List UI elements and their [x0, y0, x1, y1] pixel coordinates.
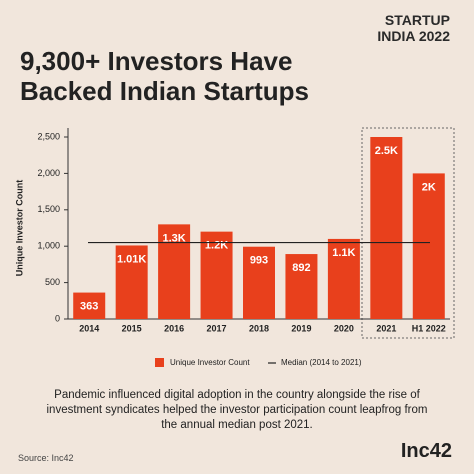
- bar: [370, 137, 403, 319]
- brand-line: STARTUP: [384, 12, 450, 28]
- logo: Inc42: [400, 440, 452, 462]
- value-label: 1.2K: [205, 240, 228, 252]
- value-label: 1.3K: [162, 232, 185, 244]
- bar: [115, 245, 148, 319]
- x-tick-label: 2015: [122, 323, 142, 333]
- chart-title: 9,300+ Investors Have Backed Indian Star…: [20, 46, 309, 106]
- x-tick-label: 2019: [291, 323, 311, 333]
- x-tick-label: 2016: [164, 323, 184, 333]
- y-tick-label: 1,500: [37, 204, 60, 214]
- bar: [243, 246, 275, 319]
- bar: [412, 173, 445, 319]
- y-tick-label: 1,000: [37, 241, 60, 251]
- value-label: 993: [250, 255, 268, 267]
- bar: [285, 254, 318, 319]
- value-label: 892: [292, 262, 310, 274]
- legend-label: Unique Investor Count: [170, 358, 250, 367]
- bar: [200, 231, 233, 319]
- value-label: 2.5K: [375, 145, 398, 157]
- caption: Pandemic influenced digital adoption in …: [46, 389, 428, 431]
- y-tick-label: 2,500: [37, 131, 60, 141]
- value-label: 363: [80, 300, 98, 312]
- source: Source: Inc42: [18, 453, 74, 463]
- x-tick-label: 2018: [249, 323, 269, 333]
- brand: STARTUP INDIA 2022: [377, 12, 450, 44]
- x-tick-label: 2021: [376, 323, 396, 333]
- x-tick-label: 2020: [334, 323, 354, 333]
- y-tick-label: 500: [45, 277, 60, 287]
- value-label: 1.1K: [332, 247, 355, 259]
- y-tick-label: 0: [55, 313, 60, 323]
- x-tick-label: 2014: [79, 323, 99, 333]
- value-label: 1.01K: [117, 253, 146, 265]
- brand-line: INDIA 2022: [377, 28, 450, 44]
- legend-swatch: [155, 358, 164, 367]
- highlight-box: [361, 127, 455, 339]
- y-axis-label: Unique Investor Count: [14, 180, 24, 277]
- bar: [327, 238, 360, 319]
- value-label: 2K: [422, 181, 436, 193]
- bar: [158, 224, 191, 319]
- bar: [73, 292, 106, 319]
- y-tick-label: 2,000: [37, 168, 60, 178]
- x-tick-label: 2017: [207, 323, 227, 333]
- x-tick-label: H1 2022: [412, 323, 446, 333]
- legend-label: Median (2014 to 2021): [281, 358, 362, 367]
